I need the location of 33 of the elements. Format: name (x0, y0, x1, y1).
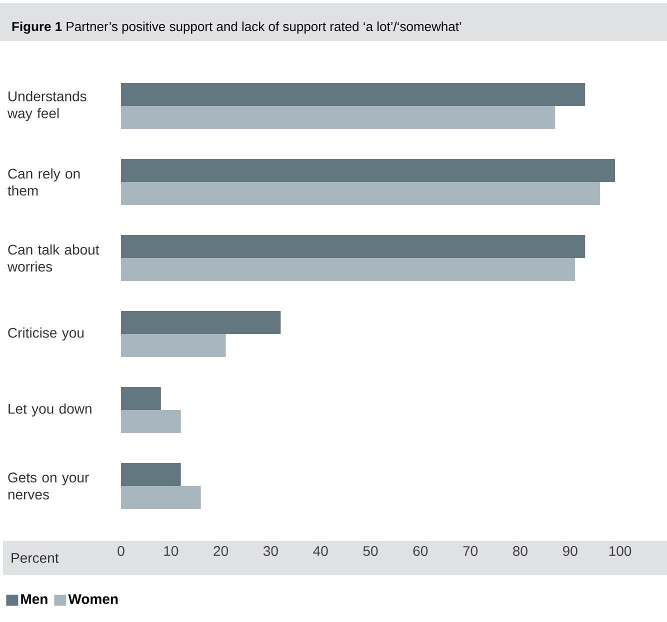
bar (121, 235, 586, 258)
legend-label: Women (68, 594, 118, 604)
x-tick-label: 10 (164, 546, 178, 556)
y-tick-label: Gets on your nerves (8, 472, 89, 500)
x-tick-label: 80 (513, 546, 528, 556)
y-tick-label: Can talk about worries (7, 244, 100, 272)
bar (121, 182, 600, 206)
x-axis-title: Percent (12, 553, 59, 563)
chart-title: Figure 1 Partner’s positive support and lack of support rated ‘a lot’/‘somewhat’ (12, 22, 462, 34)
bar (121, 334, 226, 358)
x-tick-label: 20 (214, 546, 228, 556)
x-tick-label: 90 (562, 546, 578, 556)
bar (121, 83, 586, 106)
y-tick-label: Understands way feel (7, 90, 86, 122)
bar (121, 258, 576, 282)
bar (121, 159, 616, 182)
legend-label: Men (21, 594, 48, 604)
x-tick-label: 40 (313, 546, 328, 556)
bar (121, 486, 201, 510)
x-tick-label: 60 (413, 546, 428, 556)
x-tick-label: 100 (609, 546, 632, 556)
x-tick-label: 50 (363, 546, 378, 556)
x-tick-label: 30 (263, 546, 278, 556)
y-tick-label: Let you down (8, 403, 92, 417)
x-tick-label: 0 (118, 546, 124, 556)
x-tick-label: 70 (463, 546, 478, 556)
bar (121, 387, 161, 410)
bar (121, 410, 181, 434)
y-tick-label: Can rely on them (8, 168, 80, 196)
bar (121, 463, 181, 486)
y-tick-label: Criticise you (8, 327, 84, 341)
bar (121, 311, 281, 334)
bar (121, 106, 556, 130)
